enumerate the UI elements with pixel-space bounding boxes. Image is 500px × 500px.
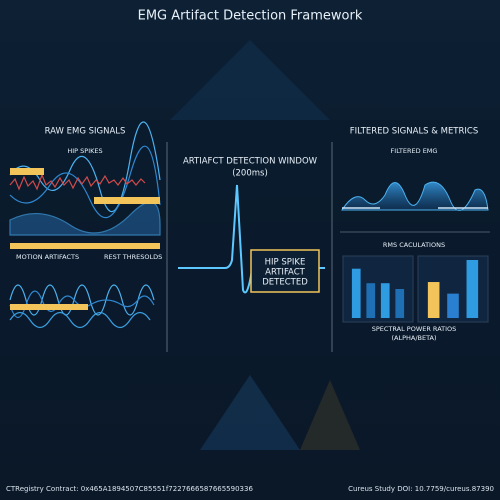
rms-bar <box>366 283 376 318</box>
filtered-wave <box>341 181 489 211</box>
subtitle: (200ms) <box>232 169 268 179</box>
rms-bar <box>395 289 405 318</box>
footer: Cureus Study DOI: 10.7759/cureus.87390 <box>348 485 494 493</box>
rms-bar <box>466 260 479 318</box>
panel-band <box>0 120 500 356</box>
rms-bar <box>427 282 440 318</box>
label: HIP SPIKES <box>67 147 102 155</box>
label: SPECTRAL POWER RATIOS <box>372 325 457 333</box>
highlight <box>94 197 160 204</box>
alert: DETECTED <box>262 278 308 288</box>
highlight <box>10 168 44 175</box>
decor <box>300 380 360 450</box>
panel-title: RAW EMG SIGNALS <box>45 127 126 137</box>
highlight <box>10 243 160 249</box>
title: EMG Artifact Detection Framework <box>138 9 363 24</box>
label: RMS CACULATIONS <box>383 241 445 249</box>
highlight <box>10 304 88 310</box>
label: REST THRESOLDS <box>104 253 162 261</box>
decor <box>170 40 330 120</box>
rms-bar <box>447 293 459 318</box>
decor <box>200 375 300 450</box>
label: MOTION ARTIFACTS <box>16 253 79 261</box>
footer: CTRegistry Contract: 0x465A1894507C85551… <box>6 485 253 493</box>
alert-box <box>250 249 320 293</box>
label: FILTERED EMG <box>391 147 438 155</box>
alert: ARTIFACT <box>265 268 306 278</box>
panel-title: FILTERED SIGNALS & METRICS <box>350 127 479 137</box>
label: (ALPHA/BETA) <box>391 334 436 342</box>
rms-bar <box>380 283 390 318</box>
raw-waves <box>9 121 161 329</box>
alert: HIP SPIKE <box>265 258 306 268</box>
panel-title: ARTIAFCT DETECTION WINDOW <box>183 157 318 167</box>
rms-bar <box>351 268 361 318</box>
